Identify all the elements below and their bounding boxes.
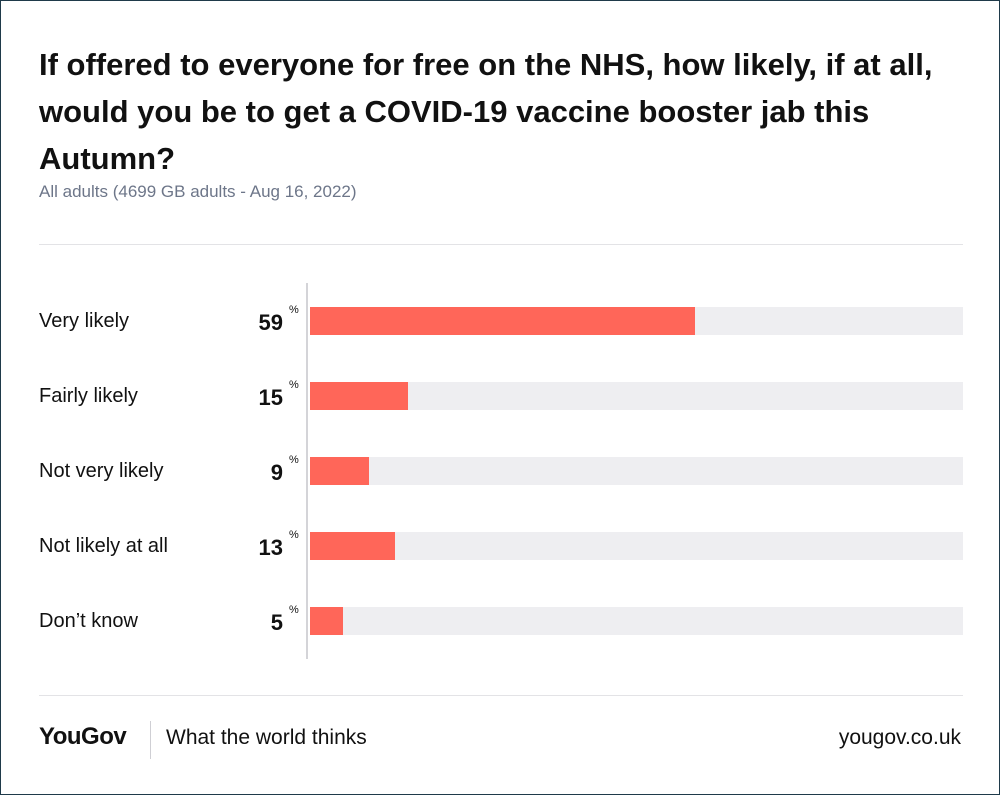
category-label: Not very likely — [39, 460, 164, 482]
footer-separator — [150, 721, 151, 759]
percent-sign: % — [289, 454, 299, 466]
data-label: 59 — [258, 310, 283, 335]
bar-track — [310, 607, 963, 635]
data-label: 15 — [258, 385, 283, 410]
chart-title: If offered to everyone for free on the N… — [39, 47, 933, 176]
percent-sign: % — [289, 604, 299, 616]
bar-row: Not very likely 9% — [1, 454, 1000, 485]
bar — [310, 307, 695, 335]
bar — [310, 382, 408, 410]
bar-track — [310, 382, 963, 410]
yougov-logo[interactable]: YouGov — [39, 723, 127, 750]
bar-track — [310, 457, 963, 485]
bar-track — [310, 307, 963, 335]
footer-url-link[interactable]: yougov.co.uk — [838, 726, 961, 749]
bar-row: Very likely 59% — [1, 304, 1000, 335]
percent-sign: % — [289, 529, 299, 541]
data-label: 5 — [270, 610, 283, 635]
bottom-divider — [39, 695, 963, 696]
bar-row: Fairly likely 15% — [1, 379, 1000, 410]
data-label: 13 — [258, 535, 283, 560]
percent-sign: % — [289, 379, 299, 391]
top-divider — [39, 244, 963, 245]
bar — [310, 532, 395, 560]
bar-row: Not likely at all 13% — [1, 529, 1000, 560]
category-label: Fairly likely — [39, 385, 138, 407]
category-label: Very likely — [39, 310, 130, 332]
percent-sign: % — [289, 304, 299, 316]
bar — [310, 457, 369, 485]
category-label: Don’t know — [39, 610, 138, 632]
category-label: Not likely at all — [39, 535, 168, 557]
data-label: 9 — [270, 460, 283, 485]
bar-track — [310, 532, 963, 560]
bar-row: Don’t know 5% — [1, 604, 1000, 635]
chart-subtitle: All adults (4699 GB adults - Aug 16, 202… — [39, 182, 357, 201]
footer-tagline: What the world thinks — [166, 726, 367, 749]
axis-line — [306, 283, 308, 659]
bar — [310, 607, 343, 635]
